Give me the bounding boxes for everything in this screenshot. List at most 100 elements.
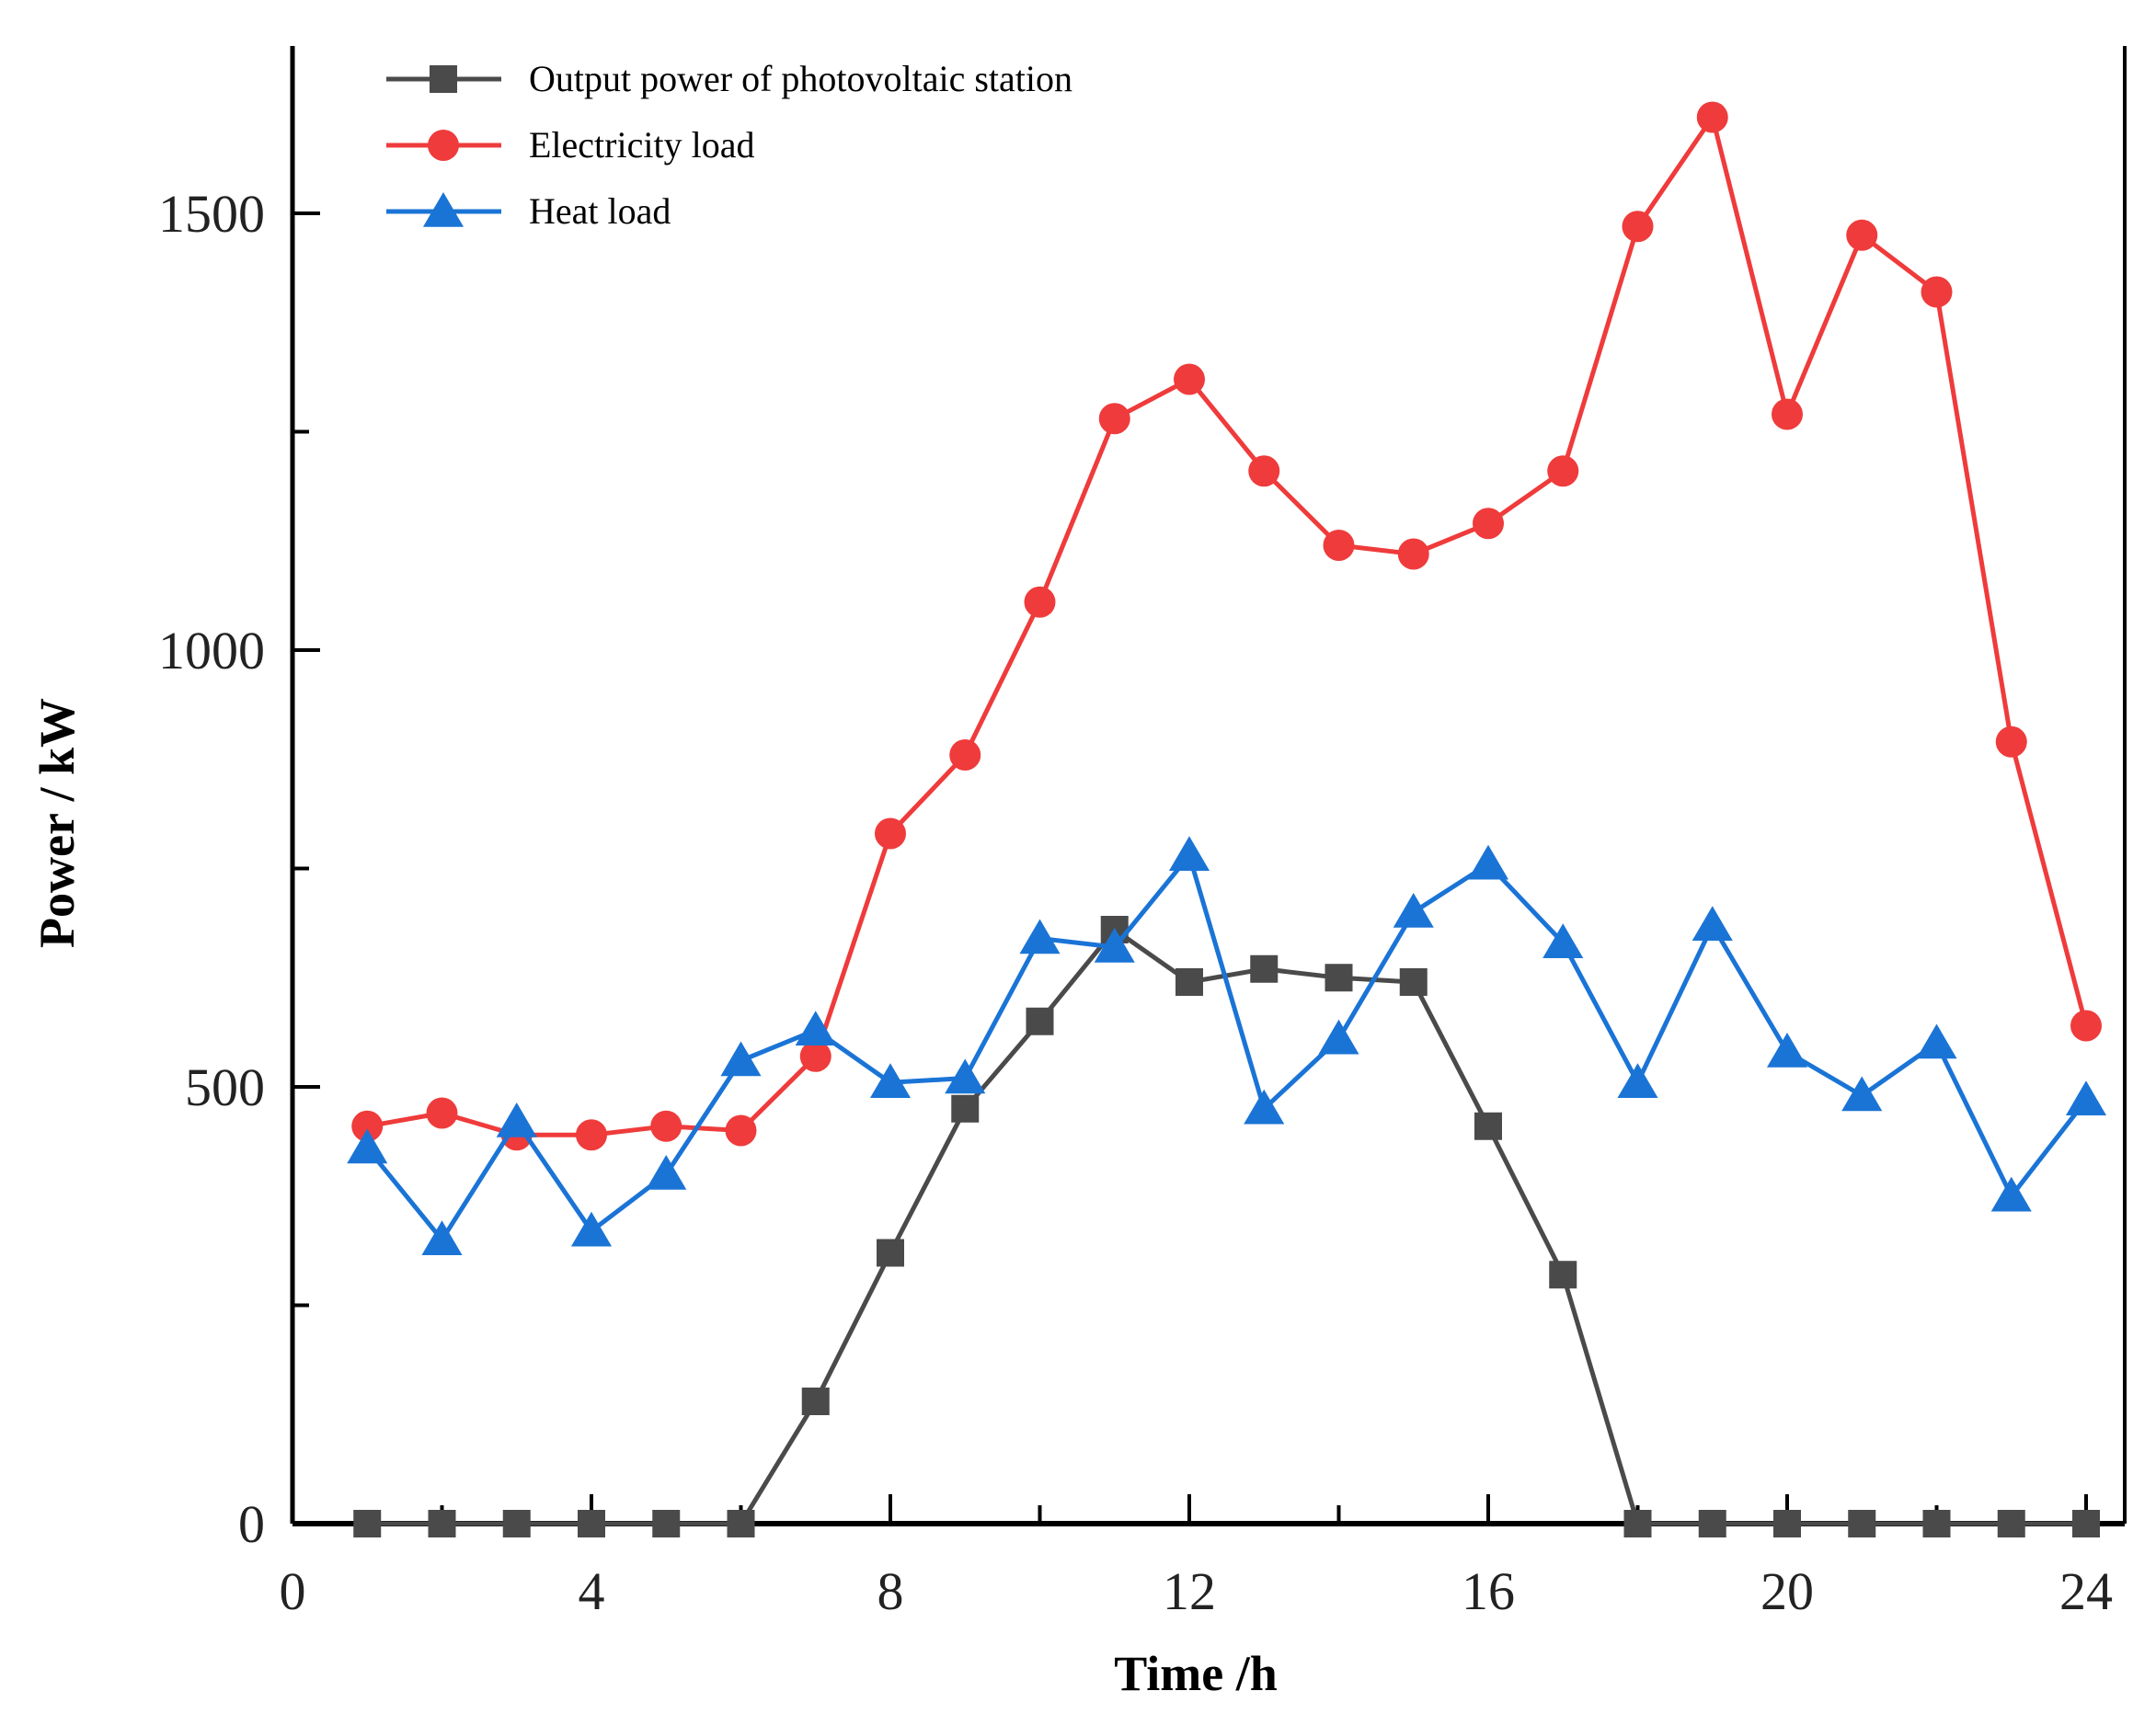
series-3 <box>347 836 2107 1256</box>
series-1 <box>353 916 2100 1537</box>
data-point-circle <box>1098 403 1130 435</box>
data-point-circle <box>1846 219 1878 251</box>
data-point-triangle <box>1244 1089 1285 1125</box>
data-point-triangle <box>570 1211 613 1247</box>
data-point-circle <box>1547 455 1579 487</box>
data-point-square <box>801 1388 830 1415</box>
data-point-square <box>951 1094 980 1123</box>
data-point-triangle <box>646 1155 687 1190</box>
data-point-triangle <box>422 192 464 227</box>
legend-entry-2: Electricity load <box>386 124 754 166</box>
data-point-circle <box>949 739 981 771</box>
data-point-square <box>578 1510 605 1537</box>
data-point-square <box>428 1510 456 1537</box>
x-tick-label: 16 <box>1462 1561 1515 1621</box>
data-point-triangle <box>421 1220 463 1256</box>
series-line <box>365 852 2088 1242</box>
data-point-triangle <box>1542 923 1584 959</box>
data-point-square <box>1698 1510 1726 1537</box>
legend-label: Output power of photovoltaic station <box>529 58 1072 99</box>
data-point-circle <box>1921 276 1953 308</box>
data-point-circle <box>2070 1010 2102 1042</box>
data-point-triangle <box>347 1128 388 1164</box>
data-point-circle <box>1995 726 2027 758</box>
data-point-triangle <box>1617 1063 1658 1099</box>
data-point-square <box>727 1510 755 1537</box>
data-point-triangle <box>795 1011 836 1046</box>
data-point-circle <box>650 1110 682 1142</box>
y-tick-label: 1000 <box>158 621 265 680</box>
data-point-circle <box>576 1119 607 1151</box>
data-point-triangle <box>2065 1080 2107 1116</box>
x-axis-title: Time /h <box>1114 1646 1278 1701</box>
data-point-square <box>1848 1510 1876 1537</box>
data-point-square <box>1325 964 1353 992</box>
data-point-square <box>2072 1510 2100 1537</box>
data-point-circle <box>725 1114 757 1147</box>
y-axis-title: Power / kW <box>29 698 85 948</box>
data-point-circle <box>428 130 459 161</box>
data-point-triangle <box>1318 1019 1359 1055</box>
data-point-square <box>1474 1112 1502 1140</box>
data-point-circle <box>1323 530 1355 561</box>
legend: Output power of photovoltaic station Elec… <box>386 58 1072 232</box>
data-point-square <box>877 1239 904 1267</box>
data-point-triangle <box>1393 893 1434 928</box>
data-point-circle <box>426 1097 458 1129</box>
data-point-circle <box>1174 363 1205 395</box>
data-point-circle <box>1772 398 1803 430</box>
data-point-triangle <box>1916 1023 1957 1059</box>
legend-label: Electricity load <box>529 124 754 166</box>
data-point-square <box>1922 1510 1951 1537</box>
x-tick-label: 8 <box>877 1561 904 1621</box>
data-point-triangle <box>1990 1176 2032 1212</box>
series-layer <box>347 101 2107 1537</box>
tick-labels: 0 4 8 12 16 20 24 0 500 1000 1500 <box>158 184 2113 1621</box>
data-point-square <box>1997 1510 2025 1537</box>
series-2 <box>351 101 2102 1151</box>
data-point-square <box>430 65 457 93</box>
data-point-triangle <box>1692 906 1733 942</box>
data-point-square <box>1623 1510 1652 1537</box>
data-point-square <box>1549 1261 1577 1289</box>
data-point-square <box>353 1510 382 1537</box>
data-point-triangle <box>1094 928 1135 963</box>
x-tick-label: 24 <box>2059 1561 2113 1621</box>
y-tick-label: 500 <box>185 1057 265 1117</box>
data-point-square <box>1175 968 1203 996</box>
data-point-circle <box>1397 538 1429 570</box>
data-point-circle <box>1473 508 1504 540</box>
data-point-triangle <box>869 1063 912 1099</box>
data-point-triangle <box>1019 919 1061 954</box>
legend-entry-1: Output power of photovoltaic station <box>386 58 1072 99</box>
data-point-triangle <box>945 1058 986 1094</box>
data-point-circle <box>1622 211 1654 243</box>
data-point-circle <box>1696 101 1728 133</box>
data-point-triangle <box>1841 1076 1883 1112</box>
series-line <box>367 927 2086 1526</box>
data-point-circle <box>799 1040 831 1072</box>
data-point-triangle <box>1168 836 1210 872</box>
data-point-square <box>1773 1510 1801 1537</box>
data-point-triangle <box>720 1041 762 1077</box>
legend-entry-3: Heat load <box>386 190 671 232</box>
data-point-square <box>1399 968 1428 996</box>
x-tick-label: 12 <box>1163 1561 1216 1621</box>
data-point-circle <box>351 1110 384 1142</box>
data-point-square <box>652 1510 681 1537</box>
data-point-square <box>1250 954 1279 983</box>
data-point-triangle <box>1467 844 1509 880</box>
data-point-square <box>502 1510 531 1537</box>
x-tick-label: 4 <box>579 1561 605 1621</box>
y-tick-label: 1500 <box>158 184 265 244</box>
x-tick-label: 20 <box>1760 1561 1814 1621</box>
y-tick-label: 0 <box>238 1494 265 1554</box>
data-point-square <box>1026 1007 1054 1035</box>
x-tick-label: 0 <box>280 1561 306 1621</box>
legend-label: Heat load <box>529 190 671 232</box>
data-point-triangle <box>1766 1033 1808 1068</box>
data-point-circle <box>1024 586 1056 618</box>
data-point-circle <box>1248 455 1280 487</box>
data-point-triangle <box>496 1103 537 1137</box>
